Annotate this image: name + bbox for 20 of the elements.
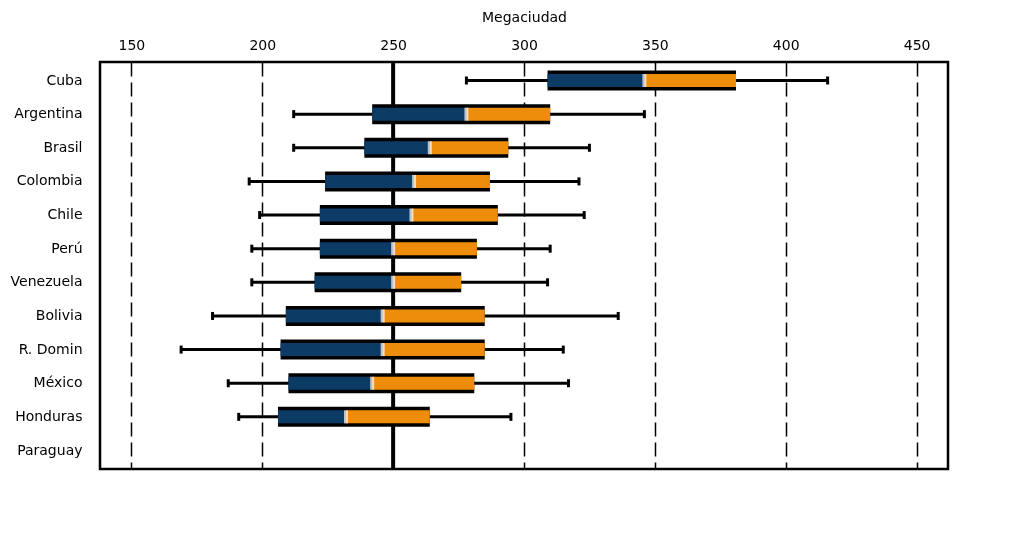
y-tick-label: Chile	[47, 206, 83, 223]
x-tick-label: 200	[249, 36, 277, 53]
x-tick-label: 350	[642, 36, 669, 53]
y-tick-label: Argentina	[14, 105, 83, 122]
x-tick-label: 150	[118, 36, 146, 53]
y-tick-label: Colombia	[16, 172, 83, 189]
y-tick-label: Venezuela	[10, 273, 83, 290]
y-tick-label: Bolivia	[35, 306, 83, 323]
x-tick-label: 250	[380, 36, 407, 53]
x-tick-label: 300	[511, 36, 538, 53]
y-tick-label: México	[33, 374, 83, 391]
x-axis-title: Megaciudad	[482, 8, 567, 25]
x-tick-label: 400	[772, 36, 800, 53]
y-tick-label: Perú	[51, 239, 83, 256]
y-tick-label: Brasil	[43, 138, 83, 155]
y-tick-label: R. Domin	[18, 340, 83, 357]
y-tick-label: Cuba	[46, 71, 83, 88]
y-tick-label: Honduras	[15, 407, 83, 424]
x-tick-label: 450	[903, 36, 931, 53]
y-tick-label: Paraguay	[17, 441, 83, 458]
